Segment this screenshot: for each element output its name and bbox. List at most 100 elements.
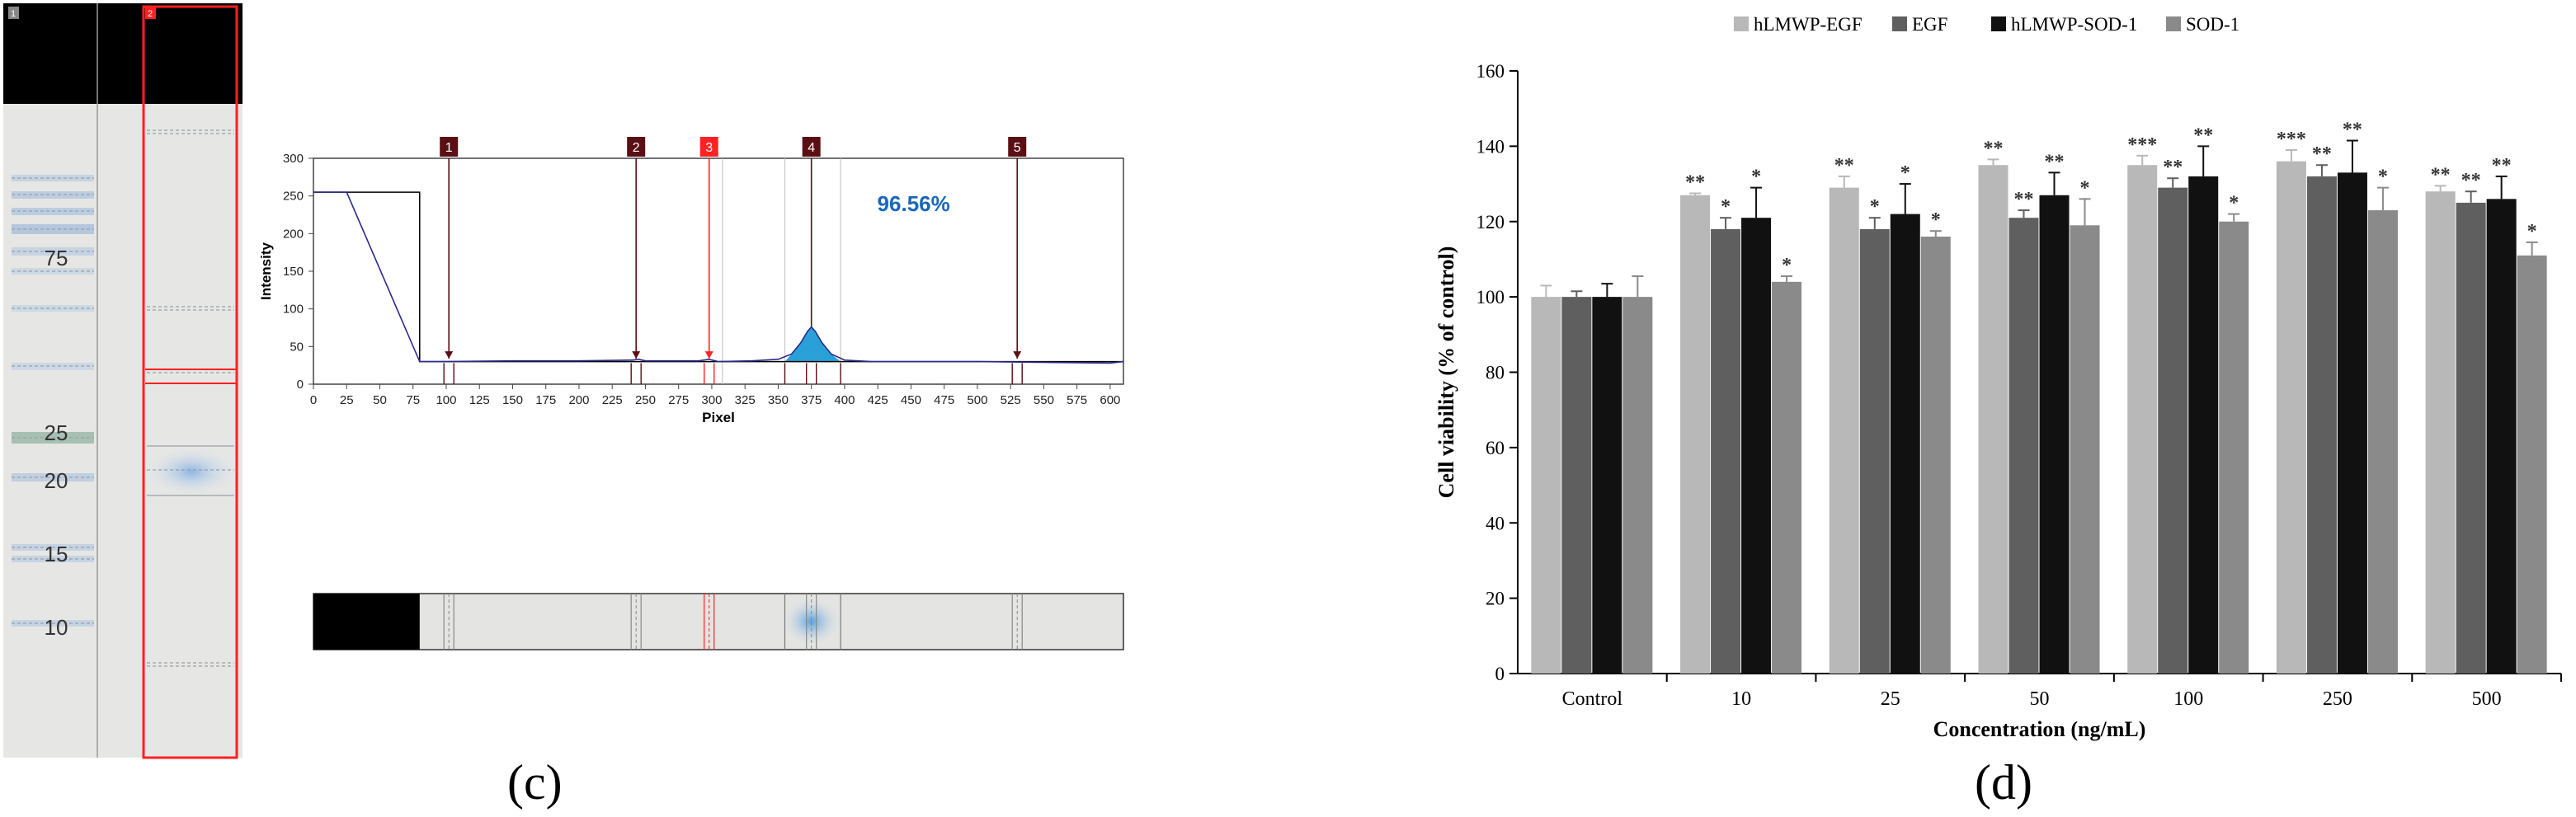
lane-marker-arrow bbox=[445, 351, 454, 359]
bar-egf bbox=[1859, 228, 1890, 674]
y-tick-label: 40 bbox=[1486, 513, 1505, 533]
lane-marker-tag bbox=[802, 137, 821, 157]
x-tick-label: 475 bbox=[934, 393, 954, 407]
marker-label-10: 10 bbox=[45, 615, 68, 640]
x-axis-label: Pixel bbox=[702, 410, 735, 425]
y-tick-label: 0 bbox=[297, 378, 304, 392]
significance-label: ** bbox=[2193, 124, 2213, 146]
densitometry-axes: 0 25 50 75 100 125 150 175 200 225 250 275 300 325 350… bbox=[283, 152, 1120, 407]
cell-viability-bar-chart: hLMWP-EGF EGF hLMWP-SOD-1 SOD-1 0 20 40 60 80 10… bbox=[1434, 14, 2562, 741]
y-tick-label: 80 bbox=[1486, 363, 1505, 383]
profile-line bbox=[313, 191, 1124, 364]
error-bars bbox=[1540, 139, 2538, 298]
y-tick-label: 140 bbox=[1476, 136, 1505, 157]
significance-label: ** bbox=[2431, 164, 2451, 185]
x-tick-label: 500 bbox=[967, 393, 987, 407]
x-tick-label: Control bbox=[1562, 688, 1623, 710]
lane-marker-tag bbox=[440, 137, 459, 157]
lane2-number-box bbox=[145, 7, 156, 19]
y-tick-label: 50 bbox=[290, 340, 304, 354]
y-tick-label: 100 bbox=[283, 303, 304, 317]
bars bbox=[1531, 161, 2547, 674]
lane2-number: 2 bbox=[148, 9, 153, 19]
x-tick-label: 550 bbox=[1034, 393, 1054, 407]
y-axis-label: Intensity bbox=[258, 242, 274, 300]
significance-label: * bbox=[1900, 162, 1910, 184]
bar-sod-1 bbox=[2367, 210, 2398, 674]
legend-label: hLMWP-SOD-1 bbox=[2011, 14, 2137, 35]
bar-sod-1 bbox=[1772, 281, 1802, 674]
x-tick-label: 100 bbox=[436, 393, 456, 407]
lane-marker-label: 5 bbox=[1014, 141, 1021, 155]
lane-marker-arrow bbox=[632, 351, 641, 359]
marker-label-20: 20 bbox=[45, 468, 68, 493]
x-tick-label: 325 bbox=[735, 393, 756, 407]
x-tick-label: 25 bbox=[340, 393, 354, 407]
legend-swatch bbox=[2166, 16, 2181, 31]
significance-label: *** bbox=[2277, 129, 2306, 150]
y-tick-label: 100 bbox=[1476, 287, 1505, 308]
bar-hlmwp-egf bbox=[2276, 161, 2306, 674]
sample-band bbox=[145, 447, 238, 496]
y-tick-label: 200 bbox=[283, 227, 304, 241]
y-tick-label: 160 bbox=[1476, 61, 1505, 82]
significance-labels: ********************************* ** ***** bbox=[1685, 120, 2537, 276]
significance-label: ** bbox=[2312, 143, 2332, 165]
legend-swatch bbox=[1734, 16, 1749, 31]
y-tick-label: 150 bbox=[283, 265, 304, 279]
lane-marker-tag bbox=[1008, 137, 1027, 157]
bar-chart-panel: hLMWP-EGF EGF hLMWP-SOD-1 SOD-1 0 20 40 60 80 10… bbox=[1312, 0, 2576, 763]
bar-hlmwp-egf bbox=[1680, 195, 1711, 674]
bar-hlmwp-sod-1 bbox=[2486, 199, 2517, 674]
lane-marker-arrow bbox=[704, 351, 713, 359]
bar-sod-1 bbox=[2219, 221, 2249, 674]
x-tick-label: 100 bbox=[2173, 688, 2203, 710]
significance-label: ** bbox=[2045, 151, 2065, 172]
x-tick-label: 200 bbox=[568, 393, 589, 407]
bar-hlmwp-egf bbox=[1829, 187, 1859, 674]
densitometry-grid bbox=[313, 157, 1124, 385]
significance-label: ** bbox=[1984, 138, 2004, 159]
legend: hLMWP-EGF EGF hLMWP-SOD-1 SOD-1 bbox=[1734, 14, 2239, 35]
profile-lines bbox=[313, 191, 1124, 364]
lane1-number-box bbox=[8, 7, 19, 19]
bar-sod-1 bbox=[1622, 297, 1653, 674]
y-tick-label: 120 bbox=[1476, 212, 1505, 232]
gel-image-panel: 1 2 bbox=[0, 0, 247, 763]
lane-marker-label: 3 bbox=[705, 141, 713, 155]
plot-frame bbox=[313, 157, 1124, 385]
lane-marker-label: 2 bbox=[633, 141, 640, 155]
significance-label: * bbox=[1721, 196, 1731, 218]
legend-label: hLMWP-EGF bbox=[1754, 14, 1863, 35]
x-tick-label: 575 bbox=[1067, 393, 1087, 407]
significance-label: * bbox=[2378, 167, 2388, 188]
lane-strip-background bbox=[313, 593, 1124, 650]
bar-egf bbox=[2009, 218, 2039, 674]
x-tick-label: 250 bbox=[635, 393, 656, 407]
significance-label: * bbox=[2527, 221, 2537, 242]
bar-egf bbox=[1711, 228, 1741, 674]
x-tick-label: 250 bbox=[2323, 688, 2352, 710]
bar-egf bbox=[2158, 187, 2188, 674]
significance-label: ** bbox=[1834, 155, 1854, 176]
bar-hlmwp-sod-1 bbox=[2188, 176, 2219, 674]
region-line bbox=[313, 191, 1123, 363]
sample-lane-guides bbox=[145, 129, 236, 667]
lane2-border bbox=[142, 5, 238, 759]
bar-hlmwp-egf bbox=[2127, 165, 2158, 674]
x-tick-label: 50 bbox=[373, 393, 387, 407]
x-tick-label: 450 bbox=[901, 393, 921, 407]
panel-label-d: (d) bbox=[1975, 755, 2032, 810]
significance-label: ** bbox=[2461, 170, 2481, 191]
x-tick-label: 600 bbox=[1100, 393, 1120, 407]
legend-swatch bbox=[1991, 16, 2006, 31]
x-tick-label: 10 bbox=[1731, 688, 1751, 710]
significance-label: * bbox=[2229, 193, 2239, 214]
y-tick-label: 20 bbox=[1486, 589, 1505, 609]
x-tick-label: 525 bbox=[1001, 393, 1021, 407]
peak-area bbox=[784, 326, 841, 362]
lane-markers: 1 2 3 4 5 bbox=[440, 137, 1027, 384]
x-tick-label: 375 bbox=[801, 393, 822, 407]
x-tick-label: 400 bbox=[834, 393, 855, 407]
bar-hlmwp-sod-1 bbox=[2337, 172, 2367, 674]
